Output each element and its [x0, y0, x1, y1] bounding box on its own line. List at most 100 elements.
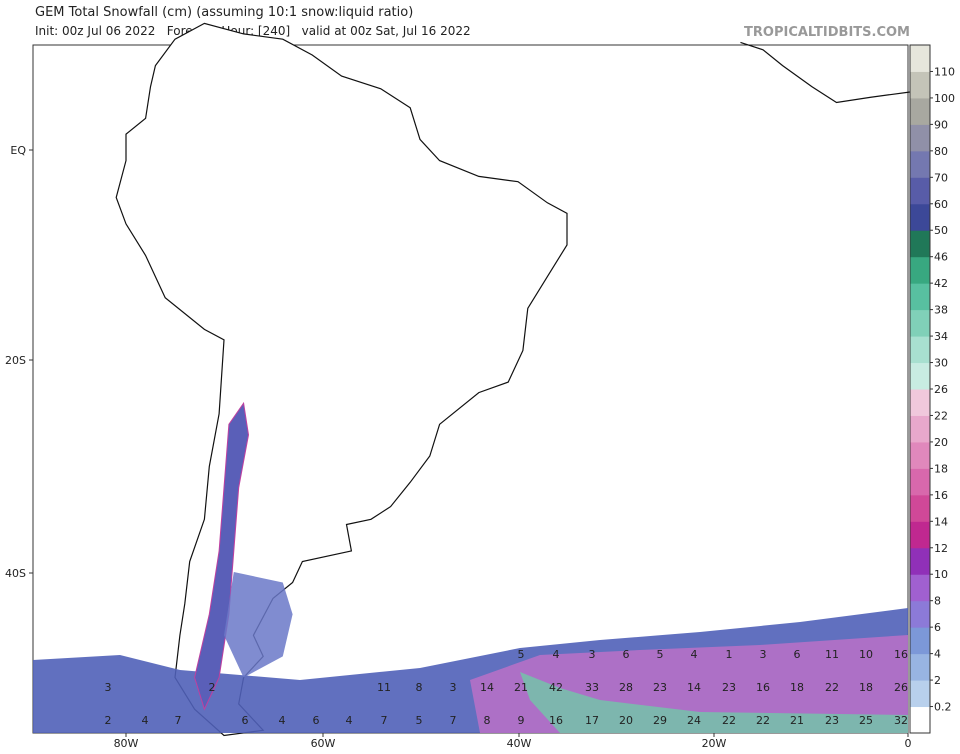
colorbar-cell	[910, 706, 930, 734]
snow-value: 4	[553, 648, 560, 661]
snow-value: 4	[279, 714, 286, 727]
colorbar-cell	[910, 600, 930, 628]
colorbar-label: 80	[934, 145, 948, 158]
snow-value: 11	[377, 681, 391, 694]
colorbar-label: 8	[934, 595, 941, 608]
snow-value: 2	[209, 681, 216, 694]
snow-value: 16	[756, 681, 770, 694]
snow-value: 7	[175, 714, 182, 727]
snow-value: 24	[687, 714, 701, 727]
snow-value: 32	[894, 714, 908, 727]
colorbar-label: 26	[934, 383, 948, 396]
snow-value: 4	[346, 714, 353, 727]
colorbar-label: 60	[934, 198, 948, 211]
snow-value: 6	[242, 714, 249, 727]
snow-value: 22	[722, 714, 736, 727]
lon-label: 80W	[114, 737, 139, 750]
snow-value: 23	[653, 681, 667, 694]
snow-value: 18	[859, 681, 873, 694]
snow-value: 21	[790, 714, 804, 727]
colorbar-cell	[910, 653, 930, 681]
colorbar-cell	[910, 283, 930, 311]
colorbar-label: 100	[934, 92, 955, 105]
snow-value: 29	[653, 714, 667, 727]
lat-label: 20S	[5, 354, 26, 367]
colorbar-cell	[910, 203, 930, 231]
snow-value: 5	[518, 648, 525, 661]
snow-value: 21	[514, 681, 528, 694]
colorbar-label: 0.2	[934, 701, 952, 714]
colorbar-label: 22	[934, 409, 948, 422]
subtitle: Init: 00z Jul 06 2022 Forecast Hour: [24…	[35, 24, 471, 38]
lat-label: EQ	[10, 144, 26, 157]
colorbar-cell	[910, 150, 930, 178]
lon-label: 0	[905, 737, 912, 750]
snow-value: 33	[585, 681, 599, 694]
snow-value: 6	[794, 648, 801, 661]
snow-value: 6	[623, 648, 630, 661]
snow-value: 11	[825, 648, 839, 661]
snow-value: 3	[105, 681, 112, 694]
snow-value: 22	[825, 681, 839, 694]
snow-value: 23	[825, 714, 839, 727]
colorbar-cell	[910, 177, 930, 205]
colorbar-cell	[910, 627, 930, 655]
snow-value: 2	[105, 714, 112, 727]
colorbar-label: 34	[934, 330, 948, 343]
snow-value: 4	[691, 648, 698, 661]
colorbar-label: 18	[934, 462, 948, 475]
colorbar-cell	[910, 468, 930, 496]
snow-value: 22	[756, 714, 770, 727]
colorbar-cell	[910, 415, 930, 443]
colorbar-label: 2	[934, 674, 941, 687]
snow-value: 3	[450, 681, 457, 694]
credit: TROPICALTIDBITS.COM	[744, 25, 910, 40]
snow-value: 18	[790, 681, 804, 694]
snow-value: 3	[760, 648, 767, 661]
lon-label: 20W	[702, 737, 727, 750]
colorbar-label: 70	[934, 171, 948, 184]
snow-value: 1	[726, 648, 733, 661]
patagonia-snow	[224, 572, 293, 678]
snow-value: 14	[480, 681, 494, 694]
colorbar-label: 12	[934, 542, 948, 555]
colorbar-cell	[910, 45, 930, 72]
snow-value: 28	[619, 681, 633, 694]
colorbar-cell	[910, 97, 930, 125]
colorbar-label: 14	[934, 515, 948, 528]
snow-value: 25	[859, 714, 873, 727]
colorbar-label: 6	[934, 621, 941, 634]
snow-value: 3	[589, 648, 596, 661]
snow-value: 7	[381, 714, 388, 727]
colorbar-label: 20	[934, 436, 948, 449]
colorbar-label: 50	[934, 224, 948, 237]
snow-value: 16	[894, 648, 908, 661]
snow-value: 5	[416, 714, 423, 727]
snow-value: 14	[687, 681, 701, 694]
colorbar-cell	[910, 124, 930, 152]
colorbar-cell	[910, 309, 930, 337]
snow-value: 20	[619, 714, 633, 727]
colorbar-cell	[910, 547, 930, 575]
lon-label: 40W	[507, 737, 532, 750]
snow-value: 8	[484, 714, 491, 727]
snowfall	[33, 401, 908, 733]
colorbar-cell	[910, 256, 930, 284]
colorbar-label: 16	[934, 489, 948, 502]
colorbar-cell	[910, 521, 930, 549]
colorbar-label: 4	[934, 648, 941, 661]
colorbar-label: 110	[934, 65, 955, 78]
lat-label: 40S	[5, 567, 26, 580]
africa	[740, 41, 911, 104]
colorbar-cell	[910, 494, 930, 522]
snow-value: 5	[657, 648, 664, 661]
snow-value: 16	[549, 714, 563, 727]
colorbar-cell	[910, 389, 930, 416]
snow-value: 23	[722, 681, 736, 694]
colorbar-cell	[910, 362, 930, 390]
colorbar-cell	[910, 441, 930, 469]
snow-value: 7	[450, 714, 457, 727]
snow-value: 17	[585, 714, 599, 727]
